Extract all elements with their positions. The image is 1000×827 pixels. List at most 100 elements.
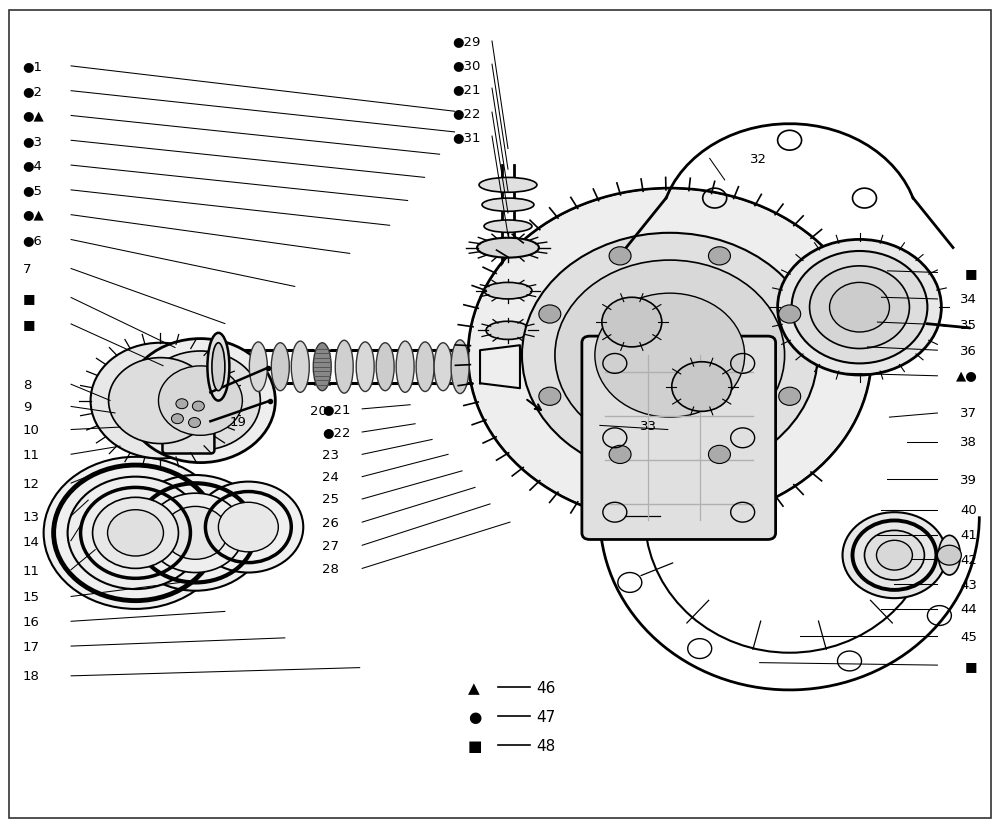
Text: ●5: ●5 — [23, 184, 43, 197]
Ellipse shape — [484, 221, 532, 233]
Text: 38: 38 — [960, 436, 977, 449]
Circle shape — [176, 399, 188, 409]
Polygon shape — [480, 346, 520, 389]
Circle shape — [140, 351, 260, 451]
Text: ■: ■ — [23, 291, 35, 304]
Circle shape — [609, 446, 631, 464]
Circle shape — [218, 503, 278, 552]
Text: 46: 46 — [536, 680, 555, 696]
Text: 43: 43 — [960, 578, 977, 591]
Text: ●29: ●29 — [452, 36, 480, 49]
Text: 18: 18 — [23, 670, 40, 682]
Circle shape — [189, 418, 201, 428]
Circle shape — [108, 510, 163, 557]
Text: ▲: ▲ — [468, 680, 480, 696]
Circle shape — [602, 298, 662, 347]
Text: 35: 35 — [960, 318, 977, 332]
Circle shape — [708, 247, 730, 265]
Circle shape — [470, 190, 869, 521]
Circle shape — [91, 343, 230, 459]
Ellipse shape — [451, 341, 469, 394]
Text: ●1: ●1 — [23, 60, 43, 74]
Text: 47: 47 — [536, 709, 555, 724]
Text: ●22: ●22 — [452, 107, 481, 119]
Circle shape — [539, 305, 561, 323]
Circle shape — [843, 513, 946, 599]
Ellipse shape — [212, 343, 225, 391]
Text: 40: 40 — [961, 504, 977, 517]
Circle shape — [810, 266, 909, 349]
Ellipse shape — [477, 238, 539, 258]
Text: ●21: ●21 — [452, 83, 481, 96]
Text: 39: 39 — [960, 473, 977, 486]
Circle shape — [830, 283, 889, 332]
Text: ●▲: ●▲ — [23, 110, 44, 122]
Ellipse shape — [482, 198, 534, 212]
Text: ●30: ●30 — [452, 59, 480, 72]
Circle shape — [158, 366, 242, 436]
Text: 7: 7 — [23, 262, 31, 275]
Text: 16: 16 — [23, 615, 40, 628]
Circle shape — [522, 233, 818, 478]
Circle shape — [539, 388, 561, 406]
Circle shape — [126, 476, 265, 591]
Text: ●21: ●21 — [322, 403, 351, 416]
Text: ■: ■ — [23, 318, 35, 331]
Text: 34: 34 — [960, 293, 977, 306]
Ellipse shape — [313, 343, 331, 391]
Circle shape — [595, 294, 745, 418]
Text: 45: 45 — [960, 630, 977, 643]
Text: 32: 32 — [750, 153, 767, 165]
Text: 37: 37 — [960, 407, 977, 420]
Text: 11: 11 — [23, 564, 40, 577]
Ellipse shape — [271, 343, 289, 391]
Text: 20: 20 — [310, 404, 327, 418]
Text: ■: ■ — [965, 659, 977, 672]
Text: 10: 10 — [23, 423, 40, 437]
Ellipse shape — [335, 341, 353, 394]
Text: ●31: ●31 — [452, 131, 481, 143]
Circle shape — [193, 482, 303, 573]
Circle shape — [609, 247, 631, 265]
FancyBboxPatch shape — [162, 373, 214, 454]
Ellipse shape — [486, 322, 530, 340]
Ellipse shape — [356, 342, 374, 392]
Text: 8: 8 — [23, 378, 31, 391]
Text: 13: 13 — [23, 510, 40, 523]
Text: ■: ■ — [468, 738, 482, 753]
Circle shape — [171, 414, 183, 424]
Text: 24: 24 — [322, 471, 339, 484]
Circle shape — [672, 362, 732, 412]
Text: 26: 26 — [322, 516, 339, 529]
Text: 12: 12 — [23, 477, 40, 490]
Text: ▲●: ▲● — [956, 370, 977, 383]
Circle shape — [555, 261, 785, 451]
Circle shape — [779, 305, 801, 323]
Text: ●22: ●22 — [322, 426, 351, 439]
Text: 14: 14 — [23, 535, 40, 548]
Ellipse shape — [434, 343, 452, 391]
Ellipse shape — [249, 342, 267, 392]
Text: ●3: ●3 — [23, 135, 43, 147]
Ellipse shape — [396, 342, 414, 393]
Text: 41: 41 — [960, 528, 977, 542]
Text: ●2: ●2 — [23, 85, 43, 98]
Text: ●4: ●4 — [23, 160, 43, 172]
Circle shape — [192, 402, 204, 412]
Circle shape — [68, 477, 203, 590]
Text: ■: ■ — [965, 266, 977, 280]
Text: 11: 11 — [23, 448, 40, 461]
Text: 28: 28 — [322, 562, 339, 576]
Ellipse shape — [376, 343, 394, 391]
Circle shape — [126, 339, 275, 463]
Circle shape — [864, 531, 924, 581]
Ellipse shape — [938, 536, 960, 576]
Ellipse shape — [479, 178, 537, 193]
Text: 17: 17 — [23, 640, 40, 653]
Text: 42: 42 — [960, 553, 977, 566]
Circle shape — [792, 251, 927, 364]
Text: 48: 48 — [536, 738, 555, 753]
Text: 23: 23 — [322, 448, 339, 461]
Circle shape — [937, 546, 961, 566]
Circle shape — [163, 507, 227, 560]
